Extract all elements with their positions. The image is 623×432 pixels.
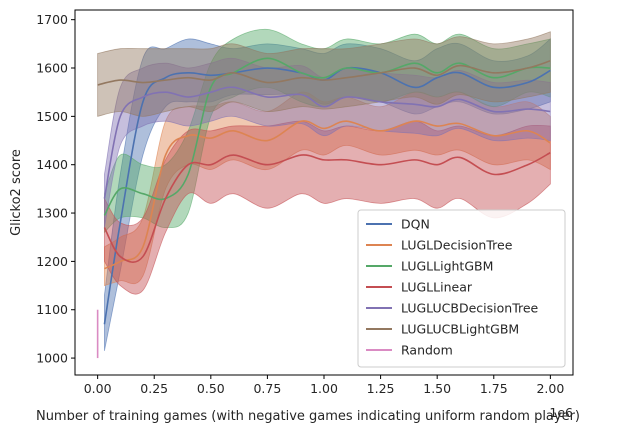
legend: DQN LUGLDecisionTree LUGLLightGBM LUGLLinea… <box>357 209 566 368</box>
x-tick-label: 0.00 <box>84 381 112 396</box>
y-tick-label: 1500 <box>36 109 68 124</box>
legend-label: DQN <box>401 217 430 232</box>
x-tick-label: 0.75 <box>253 381 281 396</box>
x-tick-label: 0.50 <box>197 381 225 396</box>
y-tick-label: 1400 <box>36 157 68 172</box>
y-tick-label: 1100 <box>36 302 68 317</box>
series-lines <box>96 57 551 359</box>
legend-label: LUGLUCBDecisionTree <box>401 301 539 316</box>
x-tick-label: 2.00 <box>536 381 564 396</box>
x-tick-label: 1.00 <box>310 381 338 396</box>
legend-label: Random <box>401 343 453 358</box>
legend-label: LUGLLinear <box>401 280 473 295</box>
legend-label: LUGLLightGBM <box>401 259 493 274</box>
y-tick-label: 1200 <box>36 254 68 269</box>
band-luglucblightgbm <box>97 31 551 117</box>
x-tick-label: 1.25 <box>367 381 395 396</box>
series-line-luglucblightgbm <box>97 59 551 86</box>
series-line-lugllinear <box>103 151 551 263</box>
x-tick-label: 0.25 <box>140 381 168 396</box>
series-line-lugldecisiontree <box>104 120 551 270</box>
legend-label: LUGLDecisionTree <box>401 238 513 253</box>
y-axis-label: Glicko2 score <box>9 149 24 236</box>
x-axis-label: Number of training games (with negative … <box>36 409 580 424</box>
band-luglucbdecisiontree <box>104 57 551 228</box>
y-tick-label: 1000 <box>36 351 68 366</box>
y-tick-label: 1600 <box>36 61 68 76</box>
legend-label: LUGLUCBLightGBM <box>401 322 519 337</box>
y-axis-ticks: 1000 1100 1200 1300 1400 1500 1600 1700 <box>36 12 75 366</box>
y-tick-label: 1700 <box>36 12 68 27</box>
x-axis-offset-label: 1e6 <box>549 405 573 420</box>
x-tick-label: 1.75 <box>480 381 508 396</box>
x-tick-label: 1.50 <box>423 381 451 396</box>
legend-box <box>357 209 566 368</box>
series-line-luglucbdecisiontree <box>103 86 551 199</box>
x-axis-ticks: 0.00 0.25 0.50 0.75 1.00 1.25 1.50 1.75 2.00 <box>84 375 564 396</box>
y-tick-label: 1300 <box>36 206 68 221</box>
